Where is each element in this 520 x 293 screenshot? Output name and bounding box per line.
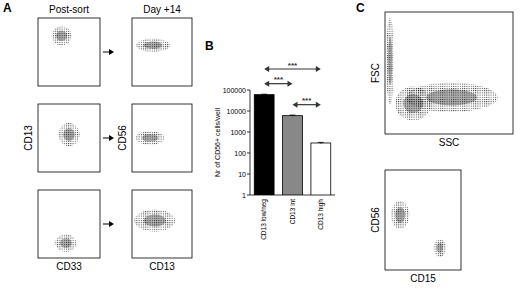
arrow-head — [293, 102, 298, 108]
x-axis-label: SSC — [439, 137, 460, 148]
population-core — [388, 37, 392, 85]
plot-frame — [132, 104, 192, 172]
populations — [391, 201, 446, 257]
cell-population — [136, 38, 170, 52]
y-axis — [250, 90, 251, 195]
arrow-head — [288, 81, 293, 87]
y-axis-label: CD13 — [23, 125, 34, 151]
populations — [58, 123, 79, 146]
plot-frame — [385, 170, 461, 270]
bar — [254, 95, 274, 195]
plot-frame — [38, 104, 100, 172]
y-tick-label: 100 — [234, 150, 246, 157]
arrow-head — [316, 102, 321, 108]
populations — [136, 38, 170, 52]
x-tick-label: CD13 int — [289, 199, 296, 224]
y-tick — [247, 111, 250, 112]
y-axis-label: Nr of CD56+ cells/well — [214, 108, 221, 177]
cell-population — [405, 83, 497, 112]
panel-label: A — [3, 1, 12, 15]
population-core — [436, 243, 443, 253]
x-tick-label: CD13 high — [317, 199, 325, 230]
y-tick-label: 1 — [242, 192, 246, 199]
populations — [386, 17, 497, 121]
y-tick — [247, 174, 250, 175]
x-axis-label: CD15 — [410, 273, 436, 284]
error-cap — [318, 142, 324, 143]
y-tick — [247, 153, 250, 154]
significance-label: *** — [288, 61, 298, 70]
y-tick-label: 10000 — [227, 108, 247, 115]
y-axis-label: CD56 — [117, 125, 128, 151]
population-core — [144, 215, 166, 227]
error-cap — [261, 94, 267, 95]
column-title: Post-sort — [49, 4, 89, 15]
bar — [283, 116, 303, 195]
population-core — [56, 30, 67, 40]
population-core — [144, 41, 162, 48]
x-axis-label: CD33 — [56, 261, 82, 272]
cell-population — [136, 131, 165, 145]
flow-arrow-head — [109, 135, 114, 141]
cell-population — [58, 123, 79, 146]
y-tick-label: 10 — [238, 171, 246, 178]
y-axis-label: CD56 — [370, 207, 381, 233]
bar — [311, 143, 331, 195]
cell-population — [55, 234, 76, 252]
population-core — [426, 89, 477, 105]
flow-arrow-head — [109, 221, 114, 227]
x-tick-label: CD13 low/neg — [260, 199, 268, 240]
populations — [136, 131, 165, 145]
plot-frame — [385, 12, 513, 134]
panel-label: B — [205, 39, 214, 53]
panel-label: C — [356, 1, 365, 15]
figure: A Post-sort Day +14 CD13 CD56 CD33 CD13 B 1 10 100… — [0, 0, 520, 293]
y-tick — [247, 132, 250, 133]
populations — [55, 234, 76, 252]
y-tick-label: 100000 — [223, 87, 246, 94]
y-tick — [247, 90, 250, 91]
y-tick — [247, 195, 250, 196]
cell-population — [386, 17, 394, 105]
error-cap — [290, 115, 296, 116]
population-core — [60, 238, 72, 248]
bars — [254, 94, 331, 195]
plot-frame — [132, 18, 192, 86]
x-axis-label: CD13 — [149, 261, 175, 272]
population-core — [63, 128, 75, 141]
plot-frame — [38, 18, 100, 86]
arrow-head — [264, 81, 269, 87]
populations — [134, 210, 175, 232]
arrow-head — [316, 66, 321, 72]
populations — [52, 26, 72, 45]
cell-population — [134, 210, 175, 232]
significance-label: *** — [274, 75, 284, 84]
arrow-head — [264, 66, 269, 72]
cell-population — [391, 201, 409, 229]
population-core — [142, 134, 158, 141]
flow-arrow-head — [109, 49, 114, 55]
y-tick-label: 1000 — [230, 129, 246, 136]
population-core — [395, 207, 405, 222]
cell-population — [434, 239, 446, 257]
cell-population — [52, 26, 72, 45]
column-title: Day +14 — [143, 4, 181, 15]
y-axis-label: FSC — [370, 63, 381, 83]
plot-frame — [38, 190, 100, 258]
significance-label: *** — [302, 96, 312, 105]
plot-frame — [132, 190, 192, 258]
